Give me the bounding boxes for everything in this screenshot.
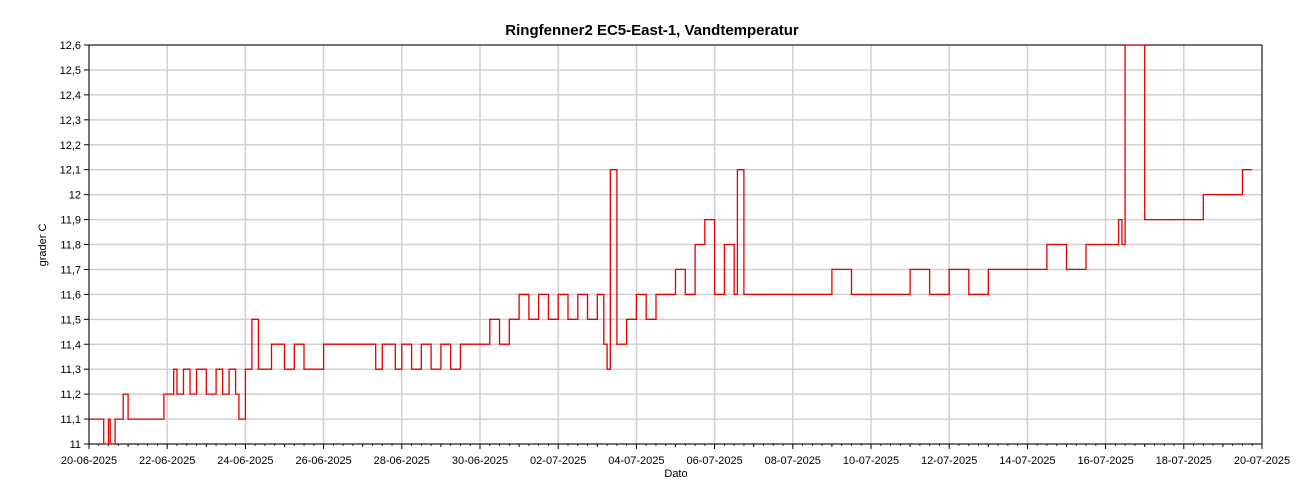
y-tick-label: 12,6 bbox=[60, 40, 81, 52]
y-tick-label: 11,5 bbox=[60, 314, 81, 326]
x-tick-label: 20-06-2025 bbox=[61, 455, 117, 467]
x-tick-label: 18-07-2025 bbox=[1156, 455, 1212, 467]
x-tick-label: 06-07-2025 bbox=[686, 455, 742, 467]
x-axis: 20-06-2025 22-06-2025 24-06-2025 26-06-2025… bbox=[61, 444, 1290, 467]
y-tick-label: 11,3 bbox=[60, 364, 81, 376]
x-tick-label: 12-07-2025 bbox=[921, 455, 977, 467]
y-axis-title: grader C bbox=[37, 224, 49, 267]
x-tick-label: 04-07-2025 bbox=[608, 455, 664, 467]
x-tick-label: 14-07-2025 bbox=[999, 455, 1055, 467]
x-tick-label: 10-07-2025 bbox=[843, 455, 899, 467]
y-tick-label: 11,8 bbox=[60, 240, 81, 252]
y-tick-label: 12 bbox=[69, 190, 81, 202]
x-tick-label: 16-07-2025 bbox=[1077, 455, 1133, 467]
x-axis-title: Dato bbox=[664, 468, 687, 480]
y-tick-label: 11,4 bbox=[60, 339, 81, 351]
x-tick-label: 24-06-2025 bbox=[217, 455, 273, 467]
x-tick-label: 26-06-2025 bbox=[295, 455, 351, 467]
x-tick-label: 30-06-2025 bbox=[452, 455, 508, 467]
y-axis: 11 11,1 11,2 11,3 11,4 11,5 11,6 11,7 11,8 11,9 12… bbox=[60, 40, 89, 451]
series-line-0 bbox=[89, 44, 1253, 445]
y-tick-label: 11,6 bbox=[60, 289, 81, 301]
x-tick-label: 20-07-2025 bbox=[1234, 455, 1290, 467]
x-tick-label: 22-06-2025 bbox=[139, 455, 195, 467]
y-tick-label: 12,5 bbox=[60, 65, 81, 77]
y-tick-label: 12,3 bbox=[60, 115, 81, 127]
grid-lines bbox=[88, 44, 1263, 445]
y-tick-label: 12,2 bbox=[60, 140, 81, 152]
chart-title: Ringfenner2 EC5-East-1, Vandtemperatur bbox=[505, 22, 799, 39]
y-tick-label: 12,4 bbox=[60, 90, 81, 102]
x-tick-label: 02-07-2025 bbox=[530, 455, 586, 467]
x-tick-label: 28-06-2025 bbox=[374, 455, 430, 467]
y-tick-label: 11,9 bbox=[60, 215, 81, 227]
y-tick-label: 11,7 bbox=[60, 264, 81, 276]
x-tick-label: 08-07-2025 bbox=[765, 455, 821, 467]
series-layer bbox=[89, 44, 1253, 445]
y-tick-label: 11,1 bbox=[60, 414, 81, 426]
y-tick-label: 12,1 bbox=[60, 165, 81, 177]
y-tick-label: 11,2 bbox=[60, 389, 81, 401]
y-tick-label: 11 bbox=[70, 439, 81, 451]
